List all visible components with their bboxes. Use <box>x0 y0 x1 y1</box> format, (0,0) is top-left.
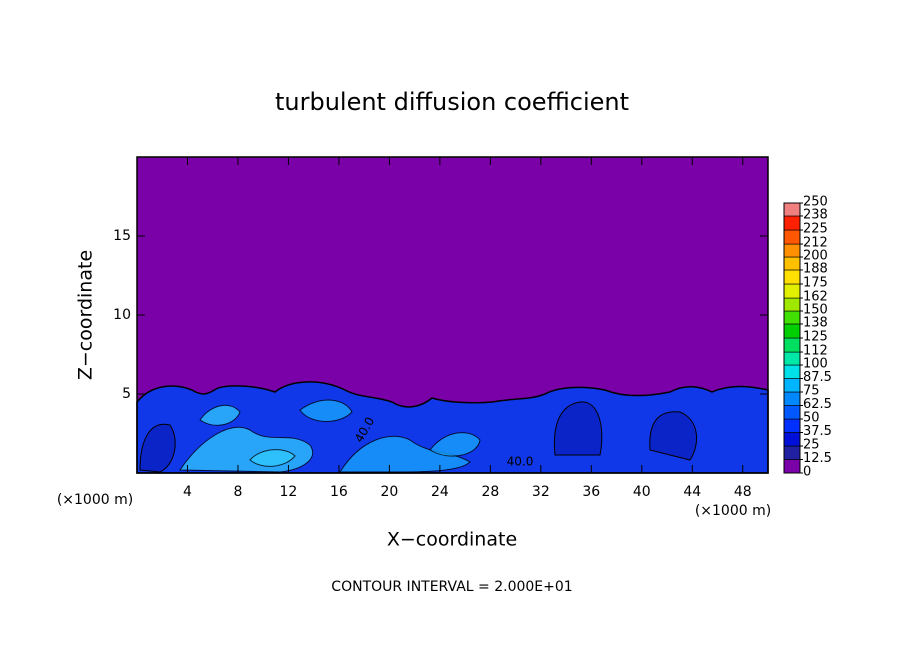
colorbar-band <box>783 405 801 420</box>
x-tick-label: 40 <box>633 484 651 500</box>
turbulent-patch <box>429 432 481 457</box>
colorbar-band <box>783 256 801 271</box>
colorbar-tick-label: 212 <box>803 236 828 251</box>
colorbar-tick-label: 150 <box>803 303 828 318</box>
colorbar-band <box>783 215 801 231</box>
colorbar-tick-label: 25 <box>803 438 820 453</box>
colorbar-tick-label: 250 <box>803 195 828 210</box>
colorbar-tick-label: 138 <box>803 315 828 330</box>
colorbar-tick-label: 50 <box>803 411 820 426</box>
footer: CONTOUR INTERVAL = 2.000E+01 <box>331 579 572 595</box>
turbulent-patch <box>199 404 241 426</box>
colorbar-band <box>783 391 801 406</box>
colorbar-tick-label: 12.5 <box>803 451 832 466</box>
colorbar-band <box>783 243 801 258</box>
x-tick-label: 36 <box>582 484 600 500</box>
y-tick-label: 15 <box>113 228 131 244</box>
colorbar-band <box>783 297 801 312</box>
turbulent-core <box>553 401 603 456</box>
colorbar-tick-label: 87.5 <box>803 370 832 385</box>
x-tick-label: 12 <box>280 484 298 500</box>
colorbar-tick-label: 200 <box>803 249 828 264</box>
colorbar-band <box>783 283 801 299</box>
colorbar-band <box>783 202 801 217</box>
colorbar-band <box>783 351 801 366</box>
colorbar-band <box>783 445 801 460</box>
colorbar-tick-label: 100 <box>803 357 828 372</box>
contour-label: 40.0 <box>507 455 534 469</box>
colorbar-band <box>783 229 801 245</box>
turbulent-core <box>139 423 176 473</box>
colorbar-tick-label: 62.5 <box>803 397 832 412</box>
y-axis-label: Z−coordinate <box>75 250 97 380</box>
colorbar-band <box>783 269 801 285</box>
colorbar-band <box>783 310 801 325</box>
x-tick-label: 48 <box>734 484 752 500</box>
x-tick-label: 4 <box>183 484 192 500</box>
plot-area: 40.040.0 <box>136 157 769 474</box>
colorbar-band <box>783 432 801 447</box>
colorbar-band <box>783 364 801 379</box>
colorbar-band <box>783 337 801 353</box>
x-tick-label: 28 <box>481 484 499 500</box>
colorbar-tick-label: 112 <box>803 344 828 359</box>
colorbar-tick-label: 37.5 <box>803 424 832 439</box>
colorbar-tick-label: 188 <box>803 261 828 276</box>
x-unit-label: (×1000 m) <box>695 503 771 519</box>
x-tick-label: 20 <box>380 484 398 500</box>
colorbar-tick-label: 162 <box>803 290 828 305</box>
colorbar-tick-label: 0 <box>803 465 811 480</box>
colorbar-band <box>783 323 801 339</box>
colorbar-tick-label: 225 <box>803 222 828 237</box>
colorbar-tick-label: 125 <box>803 330 828 345</box>
turbulent-patch <box>249 449 296 467</box>
colorbar-tick-label: 238 <box>803 207 828 222</box>
x-tick-label: 24 <box>431 484 449 500</box>
colorbar-band <box>783 459 801 474</box>
x-tick-label: 44 <box>683 484 701 500</box>
x-tick-label: 8 <box>233 484 242 500</box>
colorbar-tick-label: 175 <box>803 276 828 291</box>
x-tick-label: 16 <box>330 484 348 500</box>
chart-title: turbulent diffusion coefficient <box>275 88 629 116</box>
y-tick-label: 5 <box>122 386 131 402</box>
colorbar-band <box>783 418 801 433</box>
colorbar-band <box>783 378 801 393</box>
x-unit-label: (×1000 m) <box>57 492 133 508</box>
turbulent-patch <box>299 399 353 422</box>
x-axis-label: X−coordinate <box>387 529 517 551</box>
colorbar-tick-label: 75 <box>803 384 820 399</box>
turbulent-core <box>649 411 698 461</box>
x-tick-label: 32 <box>532 484 550 500</box>
y-tick-label: 10 <box>113 307 131 323</box>
